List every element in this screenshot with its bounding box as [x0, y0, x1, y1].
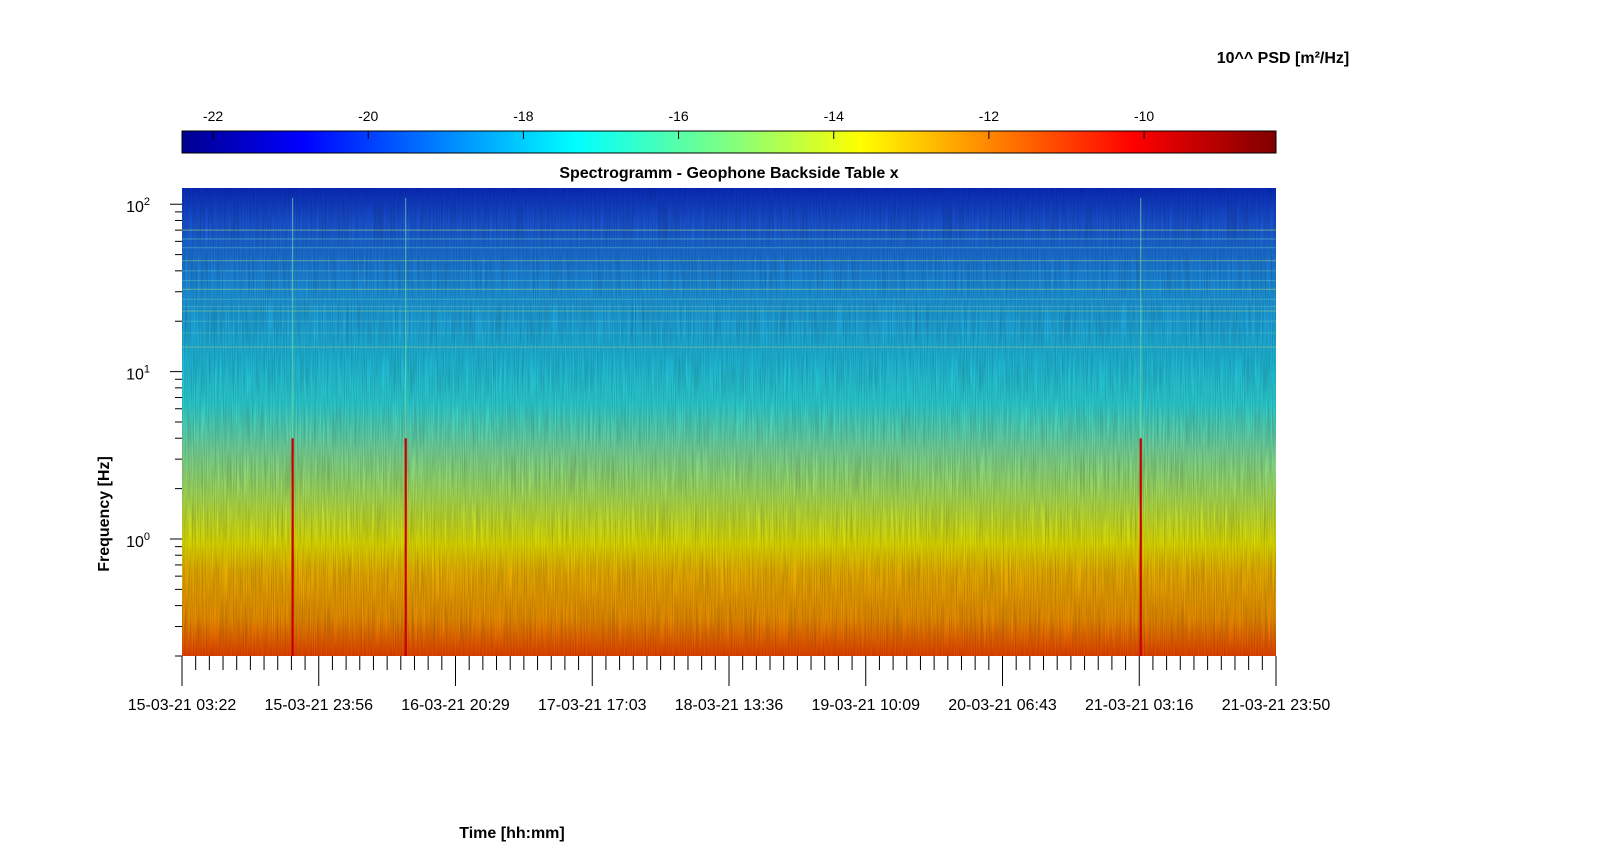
colorbar-tick-label: -16 [668, 108, 688, 124]
transient-events [291, 198, 1142, 656]
x-tick-label: 21-03-21 03:16 [1085, 697, 1194, 714]
x-tick-label: 20-03-21 06:43 [948, 697, 1057, 714]
x-tick-label: 17-03-21 17:03 [538, 697, 647, 714]
x-tick-label: 15-03-21 23:56 [264, 697, 373, 714]
colorbar-tick-label: -12 [979, 108, 999, 124]
colorbar-tick-label: -10 [1134, 108, 1154, 124]
colorbar-gradient [181, 130, 1277, 154]
x-tick-label: 15-03-21 03:22 [128, 697, 237, 714]
colorbar: 10^^ PSD [m²/Hz] -22 -20 -18 -16 -14 -12 -10 [181, 50, 1349, 154]
y-tick-label: 100 [126, 531, 150, 551]
spectrogram-noise [182, 188, 1276, 656]
plot-area [182, 188, 1276, 656]
colorbar-tick-label: -18 [513, 108, 533, 124]
x-tick-label: 16-03-21 20:29 [401, 697, 510, 714]
y-axis-label: Frequency [Hz] [96, 456, 113, 572]
y-tick-label: 101 [126, 364, 150, 384]
x-axis-label: Time [hh:mm] [459, 825, 564, 842]
x-axis: 15-03-21 03:22 15-03-21 23:56 16-03-21 20:… [128, 656, 1331, 714]
x-tick-label: 18-03-21 13:36 [675, 697, 784, 714]
colorbar-tick-label: -14 [824, 108, 844, 124]
colorbar-tick-label: -22 [203, 108, 223, 124]
x-tick-label: 19-03-21 10:09 [811, 697, 920, 714]
colorbar-ticks: -22 -20 -18 -16 -14 -12 -10 [203, 108, 1154, 139]
colorbar-label: 10^^ PSD [m²/Hz] [1217, 50, 1349, 67]
chart-title: Spectrogramm - Geophone Backside Table x [559, 165, 898, 182]
x-tick-label: 21-03-21 23:50 [1222, 697, 1331, 714]
colorbar-tick-label: -20 [358, 108, 378, 124]
y-axis: 100 101 102 [126, 196, 182, 657]
y-tick-label: 102 [126, 196, 150, 216]
